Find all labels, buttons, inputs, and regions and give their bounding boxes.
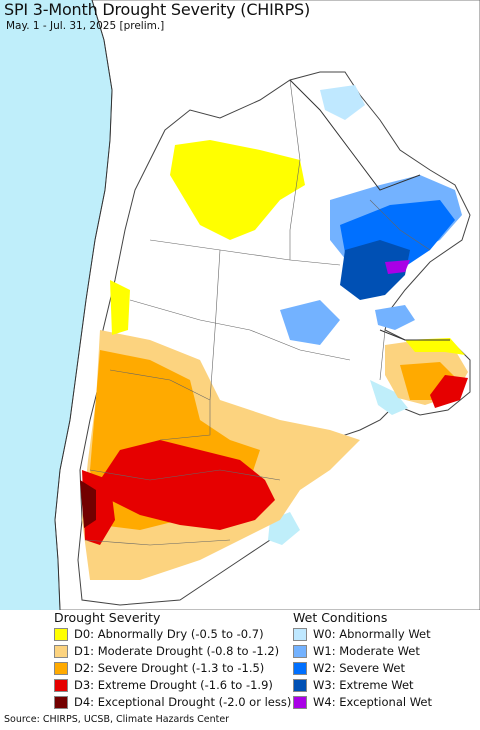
wet-legend-heading: Wet Conditions — [293, 610, 388, 625]
legend-item-d3: D3: Extreme Drought (-1.6 to -1.9) — [54, 678, 273, 692]
d3-label: D3: Extreme Drought (-1.6 to -1.9) — [74, 678, 273, 692]
d2-swatch — [54, 661, 68, 675]
d1-label: D1: Moderate Drought (-0.8 to -1.2) — [74, 644, 280, 658]
d1-swatch — [54, 644, 68, 658]
legend-item-w2: W2: Severe Wet — [293, 661, 405, 675]
map-subtitle: May. 1 - Jul. 31, 2025 [prelim.] — [6, 20, 165, 32]
legend-item-w0: W0: Abnormally Wet — [293, 627, 431, 641]
w3-label: W3: Extreme Wet — [313, 678, 414, 692]
w4-swatch — [293, 695, 307, 709]
w2-label: W2: Severe Wet — [313, 661, 405, 675]
w4-northeast — [385, 260, 410, 274]
drought-legend-heading: Drought Severity — [54, 610, 161, 625]
d4-swatch — [54, 695, 68, 709]
country-borders — [54, 0, 450, 610]
legend: Drought Severity Wet Conditions D0: Abno… — [0, 610, 480, 712]
d0-uruguay — [405, 338, 465, 355]
w1-label: W1: Moderate Wet — [313, 644, 420, 658]
map-title: SPI 3-Month Drought Severity (CHIRPS) — [4, 0, 311, 19]
w4-label: W4: Exceptional Wet — [313, 695, 432, 709]
d2-label: D2: Severe Drought (-1.3 to -1.5) — [74, 661, 265, 675]
w0-label: W0: Abnormally Wet — [313, 627, 431, 641]
d3-uruguay — [430, 375, 468, 408]
d0-swatch — [54, 627, 68, 641]
legend-item-d1: D1: Moderate Drought (-0.8 to -1.2) — [54, 644, 279, 658]
w1-uruguay-north — [375, 305, 415, 330]
legend-item-d0: D0: Abnormally Dry (-0.5 to -0.7) — [54, 627, 264, 641]
legend-item-w3: W3: Extreme Wet — [293, 678, 414, 692]
legend-item-d2: D2: Severe Drought (-1.3 to -1.5) — [54, 661, 264, 675]
d0-label: D0: Abnormally Dry (-0.5 to -0.7) — [74, 627, 264, 641]
w2-swatch — [293, 661, 307, 675]
drought-map — [0, 0, 480, 610]
w0-swatch — [293, 627, 307, 641]
w0-paraguay — [320, 85, 365, 120]
legend-item-d4: D4: Exceptional Drought (-2.0 or less) — [54, 695, 291, 709]
d0-north — [170, 140, 305, 240]
d3-patagonia — [100, 440, 275, 530]
map-canvas — [0, 0, 480, 610]
wet-areas — [280, 85, 462, 345]
admin-borders — [84, 79, 431, 546]
legend-item-w4: W4: Exceptional Wet — [293, 695, 432, 709]
w1-central — [280, 300, 340, 345]
w1-swatch — [293, 644, 307, 658]
rio-de-la-plata — [370, 380, 408, 415]
d0-west — [110, 280, 130, 335]
w3-swatch — [293, 678, 307, 692]
d4-label: D4: Exceptional Drought (-2.0 or less) — [74, 695, 292, 709]
source-credit: Source: CHIRPS, UCSB, Climate Hazards Ce… — [4, 714, 230, 725]
d4-andes — [80, 480, 96, 528]
d3-swatch — [54, 678, 68, 692]
drought-areas — [80, 140, 468, 580]
legend-item-w1: W1: Moderate Wet — [293, 644, 420, 658]
w3-northeast — [340, 240, 410, 300]
